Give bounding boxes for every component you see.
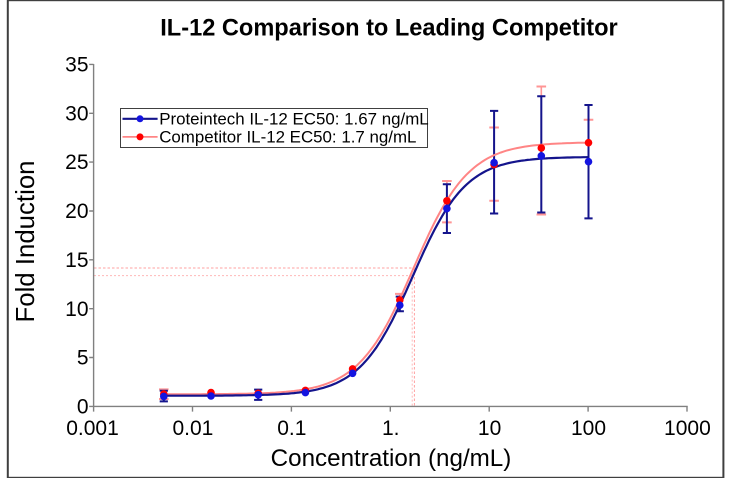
svg-text:10: 10 [478,417,501,440]
svg-text:25: 25 [65,151,88,174]
svg-text:30: 30 [65,102,88,125]
svg-text:Concentration (ng/mL): Concentration (ng/mL) [271,445,512,472]
svg-text:35: 35 [65,54,88,77]
svg-text:0: 0 [77,396,89,419]
svg-text:0.1: 0.1 [277,417,306,440]
svg-text:15: 15 [65,249,88,272]
svg-text:0.01: 0.01 [172,417,213,440]
svg-text:Competitor IL-12 EC50: 1.7 ng/: Competitor IL-12 EC50: 1.7 ng/mL [159,127,416,146]
svg-text:5: 5 [77,347,89,370]
svg-text:1.: 1. [382,417,400,440]
svg-text:0.001: 0.001 [66,417,119,440]
svg-text:IL-12 Comparison to Leading Co: IL-12 Comparison to Leading Competitor [160,16,617,42]
svg-text:20: 20 [65,200,88,223]
svg-text:Fold Induction: Fold Induction [12,160,40,322]
svg-text:1000: 1000 [664,417,711,440]
svg-text:10: 10 [65,298,88,321]
svg-text:100: 100 [571,417,606,440]
svg-text:Proteintech IL-12 EC50: 1.67 n: Proteintech IL-12 EC50: 1.67 ng/mL [159,110,428,129]
